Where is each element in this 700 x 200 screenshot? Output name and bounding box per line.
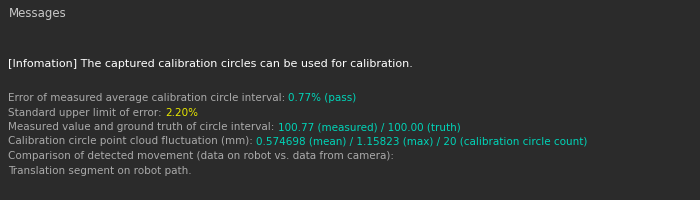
Text: Comparison of detected movement (data on robot vs. data from camera):: Comparison of detected movement (data on… bbox=[8, 151, 394, 161]
Text: Translation segment on robot path.: Translation segment on robot path. bbox=[8, 166, 192, 176]
Text: Measured value and ground truth of circle interval:: Measured value and ground truth of circl… bbox=[8, 122, 278, 132]
Text: 0.574698 (mean) / 1.15823 (max) / 20 (calibration circle count): 0.574698 (mean) / 1.15823 (max) / 20 (ca… bbox=[256, 136, 587, 146]
Text: 0.77% (pass): 0.77% (pass) bbox=[288, 93, 357, 103]
Text: Calibration circle point cloud fluctuation (mm):: Calibration circle point cloud fluctuati… bbox=[8, 136, 256, 146]
Text: Error of measured average calibration circle interval:: Error of measured average calibration ci… bbox=[8, 93, 288, 103]
Text: 2.20%: 2.20% bbox=[165, 108, 198, 117]
Text: 100.77 (measured) / 100.00 (truth): 100.77 (measured) / 100.00 (truth) bbox=[278, 122, 461, 132]
Text: Standard upper limit of error:: Standard upper limit of error: bbox=[8, 108, 165, 117]
Text: [Infomation] The captured calibration circles can be used for calibration.: [Infomation] The captured calibration ci… bbox=[8, 59, 413, 69]
Text: Messages: Messages bbox=[8, 6, 66, 20]
